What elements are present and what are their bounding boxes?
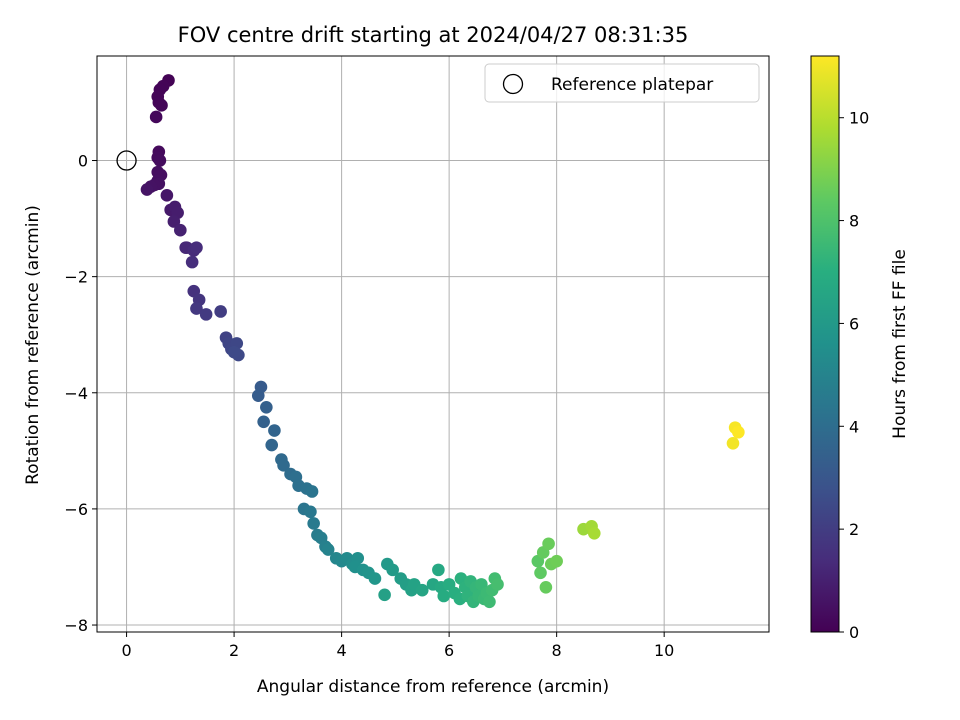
data-point <box>227 345 241 359</box>
y-tick-label: −8 <box>64 616 88 635</box>
colorbar: 0 2 4 6 8 10 Hours from first FF file <box>810 55 910 642</box>
data-point <box>415 583 429 597</box>
x-tick-label: 10 <box>654 641 674 660</box>
data-point <box>214 305 227 318</box>
data-point <box>437 589 451 603</box>
data-point <box>542 537 555 551</box>
colorbar-tick-label: 6 <box>849 314 859 333</box>
data-point <box>726 436 740 450</box>
data-point <box>190 302 203 315</box>
data-point <box>153 154 167 167</box>
data-point <box>190 241 203 254</box>
y-tick-label: −2 <box>64 268 88 287</box>
data-point <box>534 566 547 580</box>
colorbar-tick-label: 2 <box>849 520 859 539</box>
chart-title: FOV centre drift starting at 2024/04/27 … <box>178 23 689 47</box>
x-tick-label: 0 <box>121 641 131 660</box>
colorbar-title: Hours from first FF file <box>890 249 910 439</box>
y-axis-title: Rotation from reference (arcmin) <box>23 205 43 485</box>
plot-frame <box>96 55 770 633</box>
data-point <box>304 505 317 519</box>
data-point <box>160 189 174 202</box>
data-point <box>257 415 270 429</box>
x-tick-label: 8 <box>552 641 562 660</box>
colorbar-tick-label: 10 <box>849 109 869 128</box>
x-tick-label: 2 <box>229 641 239 660</box>
legend-box <box>484 63 760 103</box>
data-point <box>321 543 335 556</box>
data-point <box>199 308 213 321</box>
legend-label-reference: Reference platepar <box>551 75 713 95</box>
data-point <box>305 485 319 498</box>
data-point <box>378 588 391 602</box>
data-point <box>307 517 320 530</box>
data-point <box>265 438 279 452</box>
data-point <box>539 580 553 594</box>
colorbar-gradient <box>810 55 840 633</box>
data-point <box>368 572 382 585</box>
legend-marker-reference <box>502 73 524 95</box>
y-tick-label: −6 <box>64 500 88 519</box>
colorbar-ticks: 0 2 4 6 8 10 <box>839 109 869 642</box>
plot-background <box>97 56 769 632</box>
data-point <box>155 99 168 112</box>
colorbar-tick-label: 4 <box>849 417 859 436</box>
data-point <box>140 183 154 196</box>
data-point <box>491 578 504 591</box>
data-point <box>732 425 745 439</box>
colorbar-tick-label: 8 <box>849 212 859 231</box>
x-axis-title: Angular distance from reference (arcmin) <box>257 677 609 697</box>
data-point <box>174 223 187 237</box>
data-point <box>251 389 265 402</box>
data-point <box>386 563 399 577</box>
data-point <box>483 595 496 609</box>
reference-marker <box>116 150 137 171</box>
legend: Reference platepar <box>484 63 760 103</box>
data-point <box>260 400 273 414</box>
plot-area: 0 2 4 6 8 10 0 −2 −4 −6 −8 <box>64 55 770 660</box>
data-point <box>268 424 281 437</box>
y-tick-label: 0 <box>78 152 88 171</box>
x-tick-label: 4 <box>337 641 347 660</box>
data-point <box>432 563 445 577</box>
data-point <box>167 215 181 228</box>
data-point <box>587 526 601 540</box>
data-point <box>149 110 163 124</box>
y-tick-label: −4 <box>64 384 88 403</box>
data-point <box>185 255 199 269</box>
data-point <box>550 554 563 568</box>
colorbar-tick-label: 0 <box>849 623 859 642</box>
data-point <box>277 459 290 472</box>
x-tick-label: 6 <box>444 641 454 660</box>
